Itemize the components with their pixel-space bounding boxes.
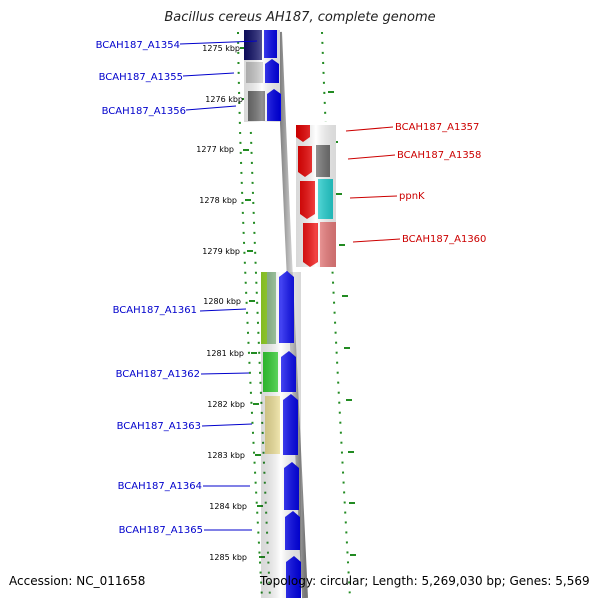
gene-label-a1360[interactable]: BCAH187_A1360 [402, 234, 486, 245]
gene-label-a1357[interactable]: BCAH187_A1357 [395, 122, 479, 133]
gene-label-a1354[interactable]: BCAH187_A1354 [96, 40, 180, 51]
tick-label-1284: 1284 kbp [209, 502, 247, 511]
tick-label-1275: 1275 kbp [202, 44, 240, 53]
tick-label-1281: 1281 kbp [206, 349, 244, 358]
label-leaders-right [345, 126, 401, 243]
gene-label-a1355[interactable]: BCAH187_A1355 [99, 72, 183, 83]
gene-label-a1364[interactable]: BCAH187_A1364 [118, 481, 202, 492]
tick-label-1285: 1285 kbp [209, 553, 247, 562]
tick-label-1282: 1282 kbp [207, 400, 245, 409]
topology-label: Topology: circular; Length: 5,269,030 bp… [260, 574, 590, 588]
tick-label-1278: 1278 kbp [199, 196, 237, 205]
gene-label-a1365[interactable]: BCAH187_A1365 [119, 525, 203, 536]
tick-label-1283: 1283 kbp [207, 451, 245, 460]
gene-label-a1361[interactable]: BCAH187_A1361 [113, 305, 197, 316]
ruler-tracks [237, 31, 351, 599]
accession-label: Accession: NC_011658 [9, 574, 146, 588]
gene-label-a1356[interactable]: BCAH187_A1356 [102, 106, 186, 117]
tick-label-1279: 1279 kbp [202, 247, 240, 256]
gene-label-ppnk[interactable]: ppnK [399, 191, 425, 202]
label-leaders-left [179, 40, 258, 531]
tick-label-1276: 1276 kbp [205, 95, 243, 104]
tick-label-1280: 1280 kbp [203, 297, 241, 306]
gene-label-a1363[interactable]: BCAH187_A1363 [117, 421, 201, 432]
gene-label-a1362[interactable]: BCAH187_A1362 [116, 369, 200, 380]
ruler-track-right [321, 31, 351, 599]
tick-label-1277: 1277 kbp [196, 145, 234, 154]
map-title: Bacillus cereus AH187, complete genome [164, 10, 436, 25]
gene-label-a1358[interactable]: BCAH187_A1358 [397, 150, 481, 161]
